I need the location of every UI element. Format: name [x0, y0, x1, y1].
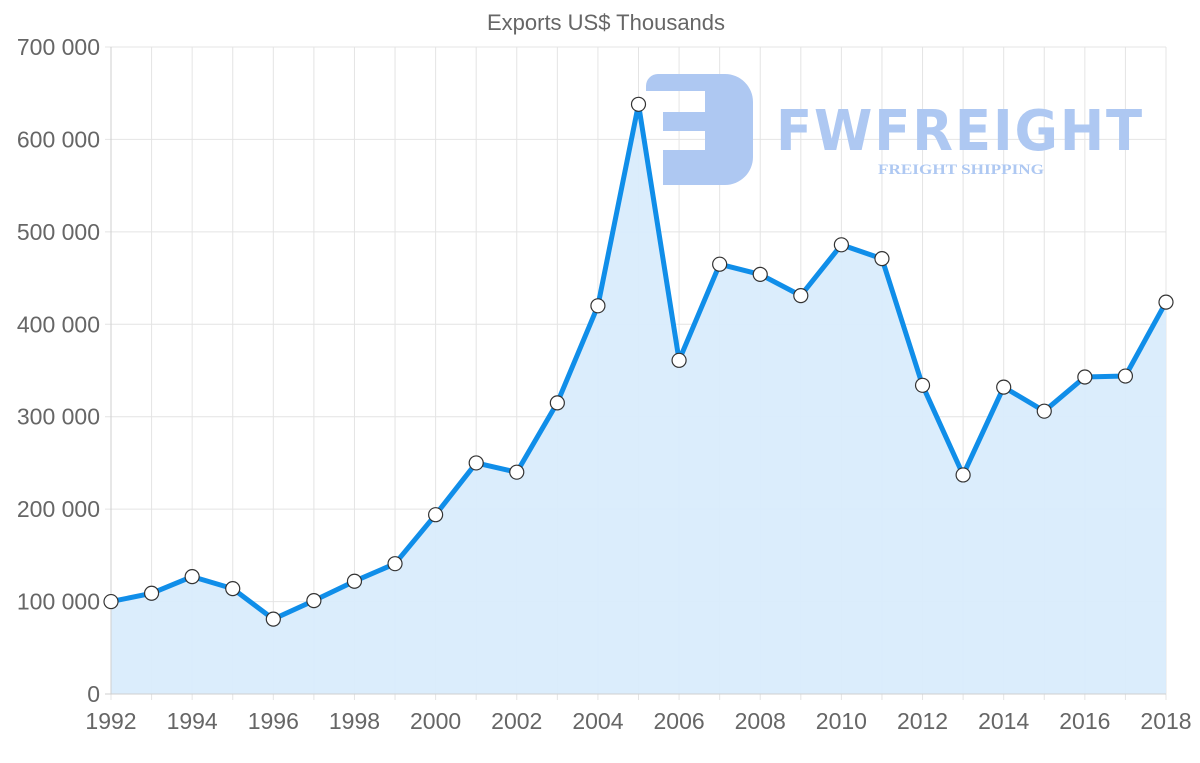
brand-tagline: FREIGHT SHIPPING [878, 162, 1044, 178]
y-tick-label: 100 000 [17, 589, 100, 615]
fwfreight-watermark: FWFREIGHT FREIGHT SHIPPING [646, 74, 1144, 185]
data-point[interactable] [671, 352, 687, 368]
data-point[interactable] [143, 585, 160, 601]
x-tick-label: 2000 [410, 708, 461, 734]
x-tick-label: 2010 [816, 708, 867, 734]
y-tick-label: 0 [87, 681, 100, 707]
data-point[interactable] [1117, 368, 1134, 384]
data-point[interactable] [712, 256, 728, 272]
data-point[interactable] [225, 581, 241, 597]
data-point[interactable] [1036, 403, 1052, 419]
x-tick-label: 2018 [1140, 708, 1191, 734]
fwfreight-logo-icon [646, 74, 753, 185]
data-point[interactable] [955, 467, 971, 483]
x-tick-label: 2008 [735, 708, 786, 734]
data-point[interactable] [549, 395, 565, 411]
x-tick-label: 1996 [248, 708, 299, 734]
data-point[interactable] [509, 464, 525, 480]
data-point[interactable] [306, 593, 322, 609]
x-tick-label: 2004 [572, 708, 623, 734]
data-point[interactable] [346, 573, 363, 589]
x-tick-label: 2006 [653, 708, 704, 734]
y-axis-ticks: 0 100 000 200 000 300 000 400 000 500 000 600 … [17, 34, 100, 707]
x-tick-label: 2014 [978, 708, 1029, 734]
x-tick-label: 1992 [85, 708, 136, 734]
data-point[interactable] [184, 569, 200, 585]
data-point[interactable] [996, 379, 1012, 395]
x-tick-label: 1994 [167, 708, 218, 734]
data-point[interactable] [630, 96, 647, 112]
data-point[interactable] [103, 593, 119, 610]
data-point[interactable] [590, 298, 606, 314]
data-point[interactable] [265, 611, 281, 627]
y-tick-label: 500 000 [17, 219, 100, 245]
chart-title: Exports US$ Thousands [487, 10, 725, 35]
data-point[interactable] [1077, 369, 1093, 385]
data-point[interactable] [793, 288, 809, 304]
data-point[interactable] [914, 377, 931, 393]
axes [105, 47, 1166, 695]
x-tick-label: 2016 [1059, 708, 1110, 734]
data-point[interactable] [833, 237, 849, 253]
data-point[interactable] [387, 556, 403, 572]
x-axis-ticks: 1992 1994 1996 1998 2000 2002 2004 2006 2008 2010… [85, 708, 1191, 734]
data-point[interactable] [1158, 294, 1174, 310]
y-tick-label: 700 000 [17, 34, 100, 60]
data-point[interactable] [468, 455, 484, 471]
x-tick-label: 1998 [329, 708, 380, 734]
y-tick-label: 400 000 [17, 311, 100, 337]
brand-name: FWFREIGHT [776, 99, 1144, 164]
y-tick-label: 300 000 [17, 404, 100, 430]
data-points [103, 96, 1174, 627]
area-fill [111, 104, 1166, 695]
data-point[interactable] [752, 266, 768, 282]
x-tick-label: 2002 [491, 708, 542, 734]
y-tick-label: 200 000 [17, 496, 100, 522]
data-point[interactable] [428, 507, 444, 523]
x-tick-label: 2012 [897, 708, 948, 734]
data-point[interactable] [874, 251, 890, 267]
y-tick-label: 600 000 [17, 126, 100, 152]
